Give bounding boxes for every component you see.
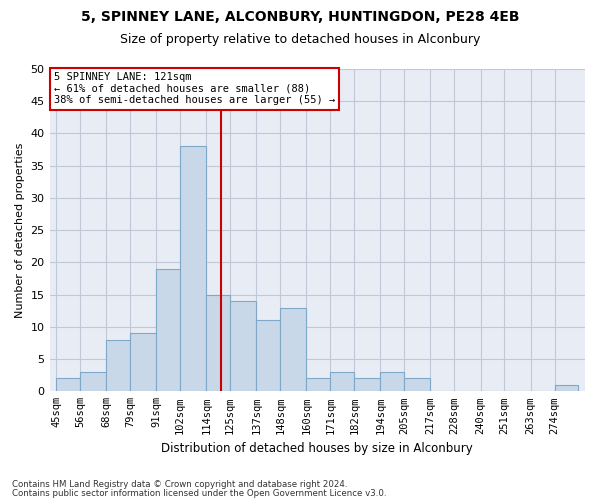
Bar <box>206 294 230 392</box>
Text: 5, SPINNEY LANE, ALCONBURY, HUNTINGDON, PE28 4EB: 5, SPINNEY LANE, ALCONBURY, HUNTINGDON, … <box>81 10 519 24</box>
Text: Size of property relative to detached houses in Alconbury: Size of property relative to detached ho… <box>120 32 480 46</box>
Text: Contains public sector information licensed under the Open Government Licence v3: Contains public sector information licen… <box>12 490 386 498</box>
Bar <box>307 378 331 392</box>
Y-axis label: Number of detached properties: Number of detached properties <box>15 142 25 318</box>
Bar <box>331 372 354 392</box>
Bar <box>56 378 80 392</box>
Bar <box>230 301 256 392</box>
Bar <box>354 378 380 392</box>
Bar <box>380 372 404 392</box>
Text: 5 SPINNEY LANE: 121sqm
← 61% of detached houses are smaller (88)
38% of semi-det: 5 SPINNEY LANE: 121sqm ← 61% of detached… <box>54 72 335 106</box>
Bar <box>256 320 280 392</box>
Bar <box>106 340 130 392</box>
Bar <box>554 385 578 392</box>
Bar <box>156 269 180 392</box>
Text: Contains HM Land Registry data © Crown copyright and database right 2024.: Contains HM Land Registry data © Crown c… <box>12 480 347 489</box>
Bar <box>404 378 430 392</box>
Bar <box>280 308 307 392</box>
Bar <box>80 372 106 392</box>
Bar <box>130 334 156 392</box>
Bar <box>180 146 206 392</box>
X-axis label: Distribution of detached houses by size in Alconbury: Distribution of detached houses by size … <box>161 442 473 455</box>
